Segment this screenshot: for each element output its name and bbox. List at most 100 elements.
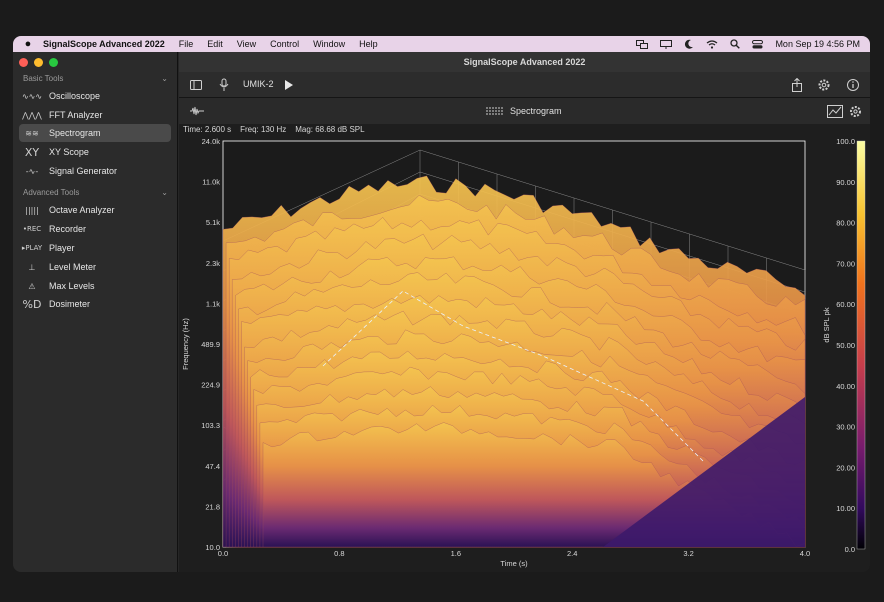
- dosimeter-icon: %D: [22, 297, 42, 311]
- sidebar-item-recorder[interactable]: •REC Recorder: [19, 220, 171, 238]
- sidebar-item-level-meter[interactable]: ⊥ Level Meter: [19, 258, 171, 276]
- y-tick-label: 24.0k: [202, 137, 221, 146]
- apple-icon[interactable]: ●: [24, 38, 32, 50]
- colorbar-tick-label: 10.00: [836, 504, 855, 513]
- y-tick-label: 224.9: [201, 381, 220, 390]
- close-window-button[interactable]: [19, 58, 28, 67]
- x-tick-label: 0.0: [218, 549, 228, 558]
- spectrogram-icon: [486, 107, 504, 115]
- sidebar-item-label: Dosimeter: [49, 299, 91, 309]
- recorder-icon: •REC: [22, 225, 42, 233]
- y-tick-label: 21.8: [205, 502, 220, 511]
- sidebar-toggle-icon[interactable]: [189, 78, 203, 92]
- zoom-window-button[interactable]: [49, 58, 58, 67]
- screen-mirror-icon[interactable]: [636, 39, 649, 49]
- colorbar: [856, 140, 866, 550]
- y-tick-label: 11.0k: [202, 178, 220, 187]
- menu-help[interactable]: Help: [359, 39, 378, 49]
- sidebar-item-fft-analyzer[interactable]: ⋀⋀⋀ FFT Analyzer: [19, 106, 171, 124]
- menubar-clock[interactable]: Mon Sep 19 4:56 PM: [775, 39, 860, 49]
- menu-control[interactable]: Control: [270, 39, 300, 49]
- control-center-icon[interactable]: [752, 39, 764, 49]
- y-tick-label: 489.9: [201, 340, 220, 349]
- window-title: SignalScope Advanced 2022: [179, 52, 870, 72]
- wifi-icon[interactable]: [706, 39, 718, 49]
- sidebar-item-octave-analyzer[interactable]: ||||| Octave Analyzer: [19, 201, 171, 219]
- y-tick-label: 1.1k: [206, 299, 220, 308]
- display-settings-gear-icon[interactable]: [849, 105, 862, 118]
- colorbar-label: dB SPL pk: [822, 307, 831, 342]
- sidebar-item-max-levels[interactable]: ⚠ Max Levels: [19, 277, 171, 295]
- y-tick-label: 5.1k: [206, 218, 220, 227]
- max-levels-icon: ⚠: [28, 281, 36, 291]
- menu-edit[interactable]: Edit: [207, 39, 223, 49]
- sidebar-item-player[interactable]: ▸PLAY Player: [19, 239, 171, 257]
- share-icon[interactable]: [790, 78, 804, 92]
- xy-scope-icon: XY: [24, 145, 40, 159]
- colorbar-tick-label: 80.00: [836, 219, 855, 228]
- colorbar-tick-label: 0.0: [845, 545, 855, 554]
- colorbar-tick-label: 90.00: [836, 178, 855, 187]
- advanced-tools-header[interactable]: Advanced Tools ⌄: [23, 188, 168, 197]
- tool-title: Spectrogram: [510, 106, 562, 116]
- spectrogram-icon: ≋≋: [25, 128, 39, 138]
- y-axis-label: Frequency (Hz): [181, 318, 190, 370]
- sidebar-item-label: Player: [49, 243, 75, 253]
- colorbar-tick-label: 20.00: [836, 463, 855, 472]
- y-tick-label: 10.0: [205, 543, 220, 552]
- input-device-label[interactable]: UMIK-2: [243, 79, 274, 89]
- search-icon[interactable]: [730, 39, 741, 49]
- colorbar-tick-label: 70.00: [836, 259, 855, 268]
- spectrogram-plot[interactable]: 24.0k 11.0k 5.1k 2.3k 1.1k 489.9 224.9 103.3 47.…: [179, 134, 870, 572]
- cursor-trace: [322, 290, 704, 462]
- x-tick-label: 2.4: [567, 549, 577, 558]
- waveform-icon[interactable]: [189, 105, 205, 117]
- y-tick-label: 103.3: [201, 421, 220, 430]
- app-window: ● SignalScope Advanced 2022 File Edit Vi…: [13, 36, 870, 572]
- sidebar-item-label: Spectrogram: [49, 128, 101, 138]
- readout-time: Time: 2.600 s: [183, 125, 232, 134]
- x-tick-label: 0.8: [334, 549, 344, 558]
- advanced-tools-label: Advanced Tools: [23, 188, 80, 197]
- main-panel: SignalScope Advanced 2022 UMIK-2 Spectro…: [179, 52, 870, 572]
- readout-freq: Freq: 130 Hz: [240, 125, 287, 134]
- sidebar-item-label: Signal Generator: [49, 166, 118, 176]
- basic-tools-header[interactable]: Basic Tools ⌄: [23, 74, 168, 83]
- chevron-down-icon[interactable]: ⌄: [161, 74, 168, 83]
- sidebar-item-signal-generator[interactable]: -∿- Signal Generator: [19, 162, 171, 180]
- sidebar-item-label: Octave Analyzer: [49, 205, 115, 215]
- microphone-icon[interactable]: [217, 78, 231, 92]
- chart-view-icon[interactable]: [827, 105, 843, 118]
- level-meter-icon: ⊥: [28, 262, 36, 272]
- chevron-down-icon[interactable]: ⌄: [161, 188, 168, 197]
- moon-icon[interactable]: [684, 39, 694, 49]
- minimize-window-button[interactable]: [34, 58, 43, 67]
- menu-window[interactable]: Window: [313, 39, 346, 49]
- sidebar-item-dosimeter[interactable]: %D Dosimeter: [19, 295, 171, 313]
- menu-view[interactable]: View: [236, 39, 257, 49]
- sidebar-item-xy-scope[interactable]: XY XY Scope: [19, 143, 171, 161]
- x-tick-label: 4.0: [800, 549, 810, 558]
- sidebar: Basic Tools ⌄ ∿∿∿ Oscilloscope ⋀⋀⋀ FFT Ana…: [13, 52, 178, 572]
- menu-app-name[interactable]: SignalScope Advanced 2022: [43, 39, 165, 49]
- oscilloscope-icon: ∿∿∿: [21, 91, 43, 101]
- spectrogram-svg[interactable]: 24.0k 11.0k 5.1k 2.3k 1.1k 489.9 224.9 103.3 47.…: [179, 134, 870, 572]
- colorbar-tick-label: 100.0: [836, 137, 855, 146]
- sidebar-item-oscilloscope[interactable]: ∿∿∿ Oscilloscope: [19, 87, 171, 105]
- colorbar-tick-label: 30.00: [836, 423, 855, 432]
- fft-analyzer-icon: ⋀⋀⋀: [22, 110, 42, 120]
- sidebar-item-spectrogram[interactable]: ≋≋ Spectrogram: [19, 124, 171, 142]
- info-icon[interactable]: [846, 78, 860, 92]
- play-icon[interactable]: [281, 78, 295, 92]
- menu-file[interactable]: File: [178, 39, 194, 49]
- tool-header: Spectrogram: [179, 98, 870, 124]
- sidebar-item-label: XY Scope: [49, 147, 89, 157]
- display-icon[interactable]: [660, 39, 673, 49]
- player-icon: ▸PLAY: [21, 244, 43, 252]
- sidebar-item-label: FFT Analyzer: [49, 110, 103, 120]
- grid-line: [419, 149, 806, 271]
- window-controls: [19, 58, 58, 67]
- settings-gear-icon[interactable]: [817, 78, 831, 92]
- colorbar-tick-label: 50.00: [836, 341, 855, 350]
